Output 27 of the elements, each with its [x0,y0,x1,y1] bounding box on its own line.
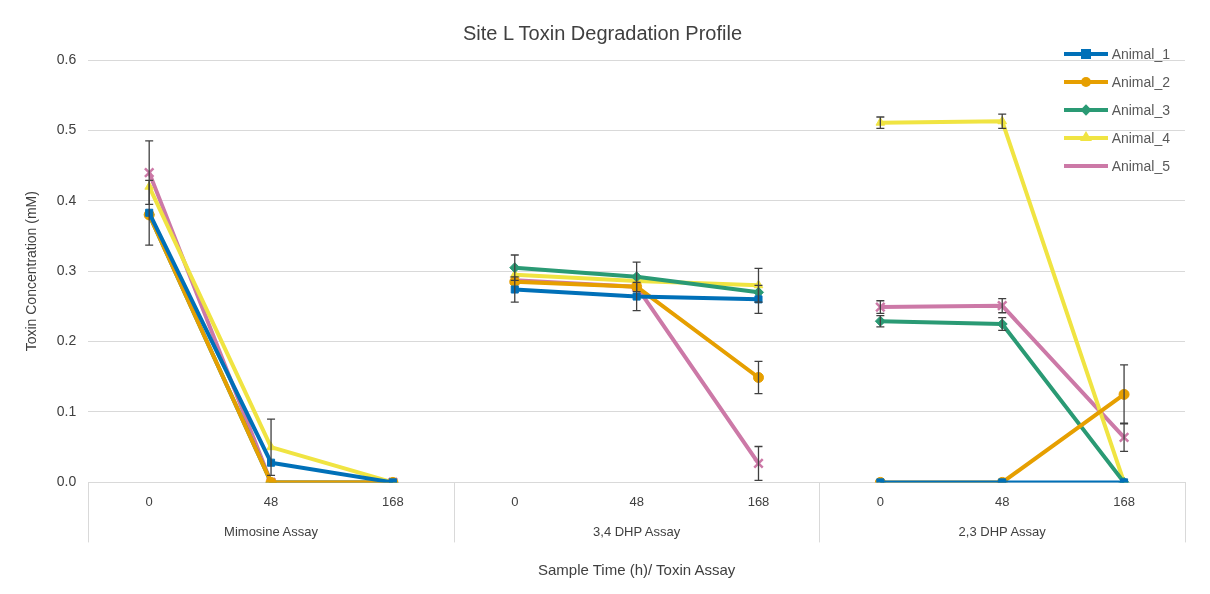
y-tick-label: 0.3 [56,262,77,279]
chart-title: Site L Toxin Degradation Profile [462,21,743,44]
x-axis-title: Sample Time (h)/ Toxin Assay [537,561,736,579]
text: 3,4 DHP Assay [593,523,681,539]
x-tick-label: 48 [263,493,279,509]
x-tick-label: 168 [1113,493,1135,509]
legend-label: Animal_3 [1111,102,1170,118]
x-tick-label: 0 [145,493,153,509]
text: Mimosine Assay [224,523,319,539]
y-tick-label: 0.5 [56,121,77,138]
x-tick-label: 168 [747,493,770,509]
legend-label: Animal_5 [1111,158,1170,174]
y-axis-title: Toxin Concentration (mM) [23,191,40,352]
y-tick-label: 0.6 [56,50,77,67]
y-tick-label: 0.2 [56,332,77,349]
text: 2,3 DHP Assay [958,523,1047,539]
x-tick-label: 168 [382,493,404,509]
x-tick-label: 48 [629,493,644,509]
y-tick-label: 0.1 [56,402,77,419]
legend-label: Animal_2 [1111,74,1170,90]
x-tick-label: 48 [994,493,1010,509]
y-tick-label: 0.0 [56,473,77,490]
y-tick-label: 0.4 [56,191,77,208]
legend-label: Animal_1 [1111,46,1170,62]
x-tick-label: 0 [876,493,884,509]
legend-label: Animal_4 [1111,130,1170,146]
x-tick-label: 0 [511,493,519,509]
